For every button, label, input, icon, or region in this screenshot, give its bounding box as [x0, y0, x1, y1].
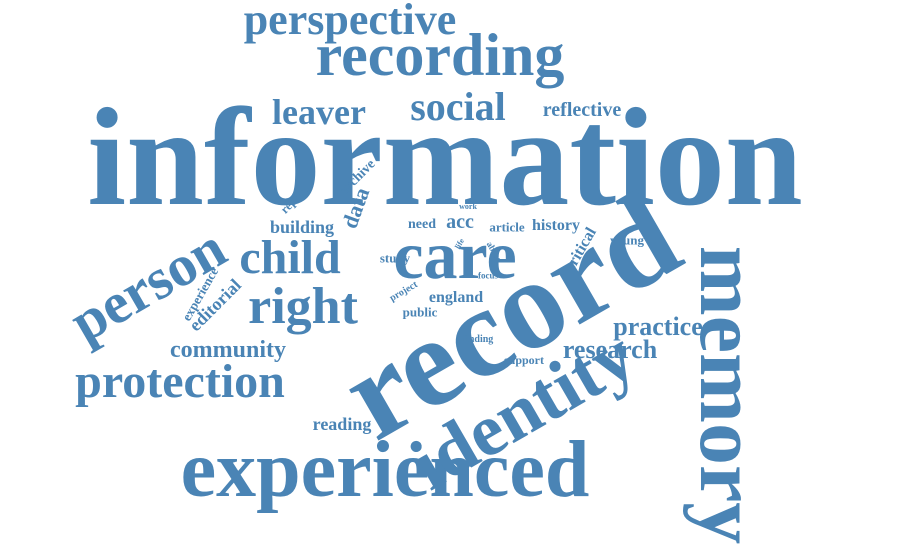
word-reading: reading: [312, 414, 372, 434]
word-research: research: [562, 335, 658, 364]
word-practice: practice: [613, 312, 703, 341]
word-building: building: [269, 217, 335, 237]
word-protection: protection: [75, 355, 285, 408]
word-support: support: [503, 353, 545, 367]
word-study: study: [379, 250, 411, 266]
word-social: social: [410, 84, 506, 129]
word-article: article: [489, 219, 525, 235]
word-public: public: [402, 304, 438, 320]
word-reflective: reflective: [542, 99, 622, 121]
word-history: history: [532, 217, 580, 234]
word-work: work: [459, 202, 477, 211]
word-finding: finding: [462, 334, 494, 345]
word-leaver: leaver: [272, 92, 366, 132]
word-memory: memory: [682, 245, 775, 545]
word-right: right: [248, 278, 358, 335]
word-need: need: [408, 217, 436, 232]
word-community: community: [170, 337, 286, 363]
word-acc: acc: [446, 211, 474, 233]
word-experienced: experienced: [180, 426, 590, 514]
word-information: information: [87, 80, 803, 235]
word-child: child: [239, 231, 341, 284]
word-recording: recording: [315, 22, 565, 88]
word-care: care: [393, 217, 517, 293]
word-young: young: [610, 232, 644, 248]
word-focus: focus: [478, 270, 498, 281]
word-perspective: perspective: [243, 0, 457, 44]
word-england: england: [428, 289, 484, 306]
